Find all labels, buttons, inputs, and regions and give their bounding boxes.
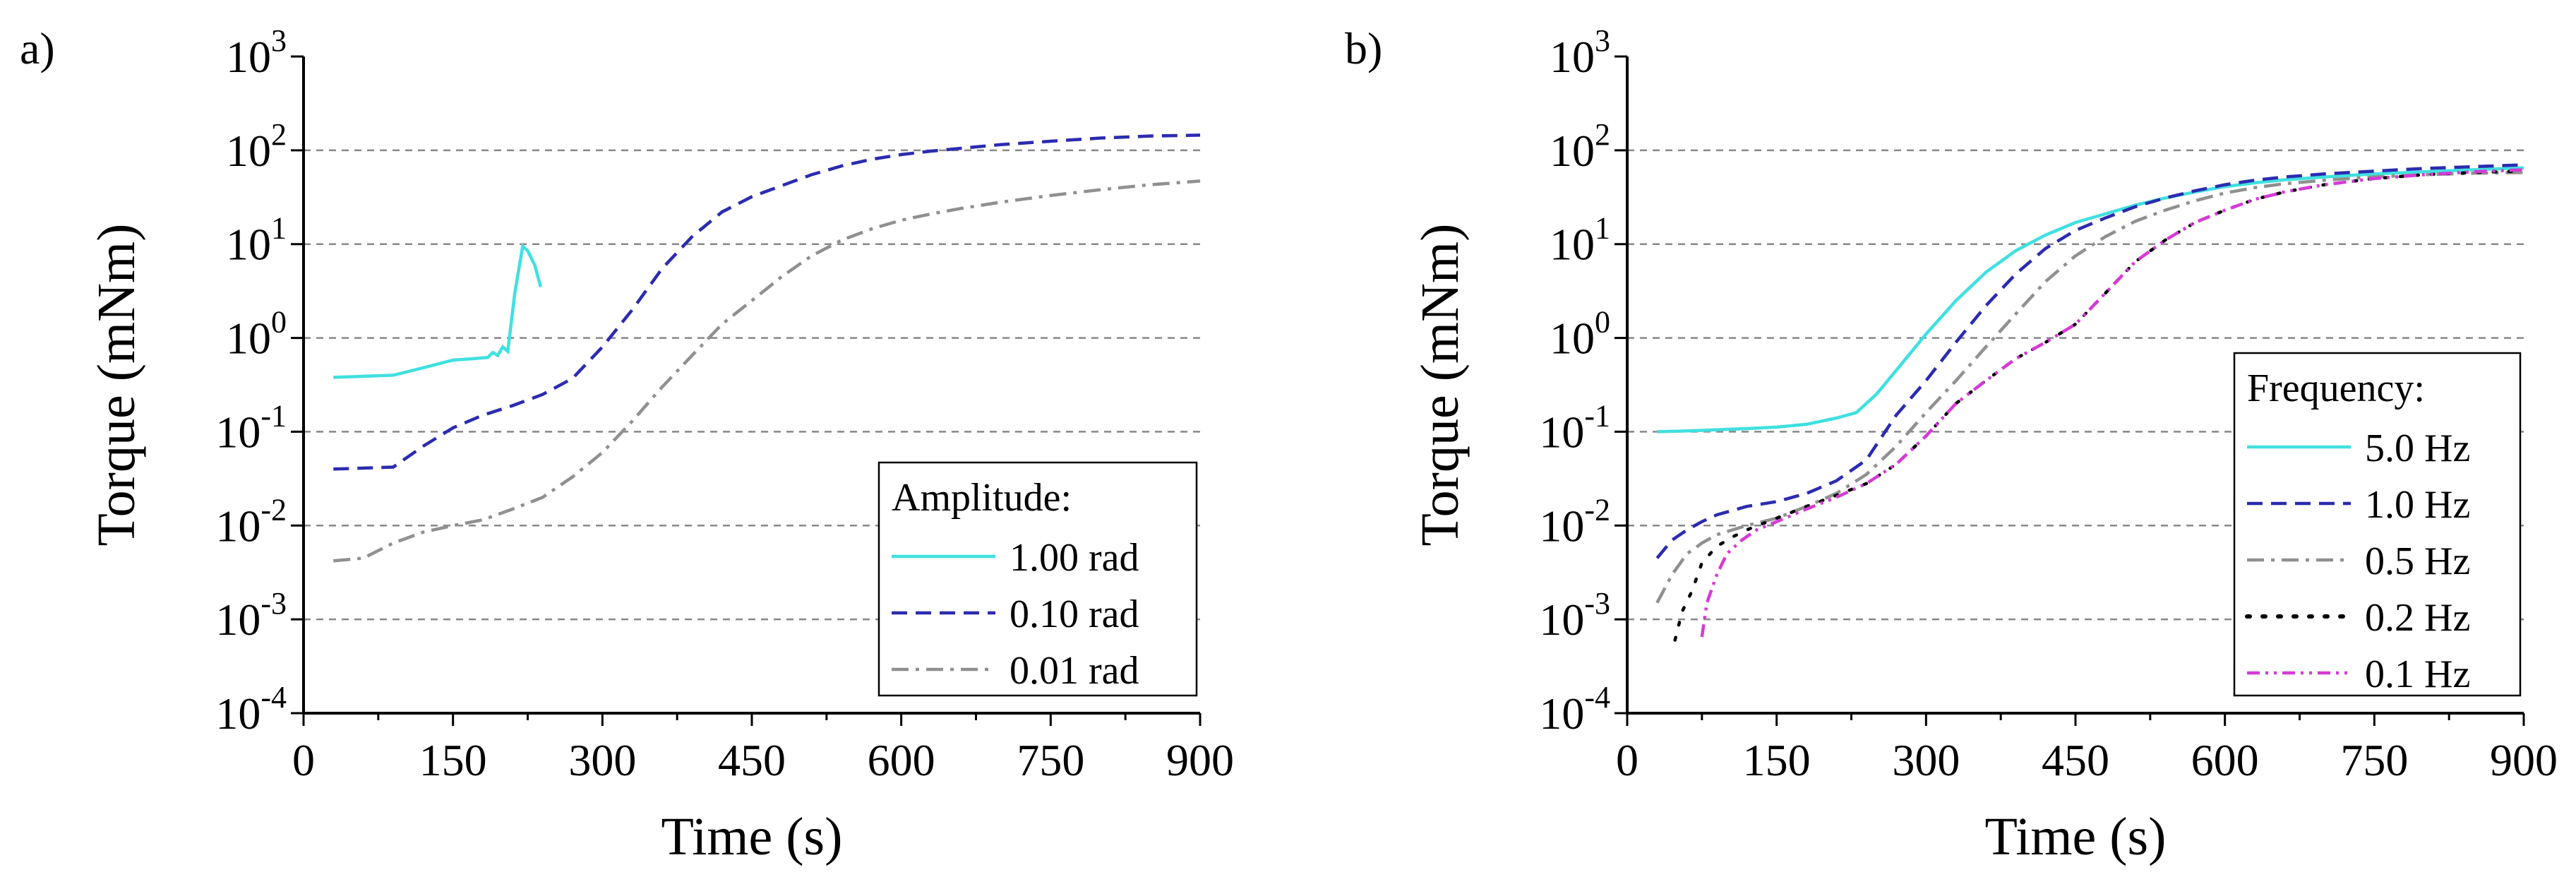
y-tick-label: 100	[226, 305, 287, 364]
legend-label: 0.01 rad	[1010, 649, 1139, 693]
x-tick-label: 150	[1743, 735, 1811, 785]
y-tick-label: 10-3	[215, 586, 287, 645]
x-tick-label: 0	[292, 735, 315, 785]
y-tick-label: 10-4	[215, 680, 287, 739]
y-tick-label: 102	[226, 117, 287, 176]
legend-label: 0.1 Hz	[2365, 652, 2470, 696]
legend-title: Frequency:	[2247, 366, 2425, 410]
x-tick-label: 600	[2191, 735, 2259, 785]
legend-label: 0.5 Hz	[2365, 539, 2470, 583]
panel-label: b)	[1345, 23, 1382, 73]
x-tick-label: 900	[2490, 735, 2558, 785]
x-tick-label: 900	[1166, 735, 1234, 785]
y-tick-label: 10-2	[215, 492, 287, 551]
legend-title: Amplitude:	[892, 476, 1072, 520]
legend-label: 1.00 rad	[1010, 536, 1139, 580]
x-tick-label: 450	[2042, 735, 2109, 785]
x-tick-label: 150	[419, 735, 487, 785]
y-tick-label: 100	[1550, 305, 1610, 364]
y-tick-label: 101	[226, 211, 287, 270]
series-line-0-01-rad	[333, 179, 1201, 563]
y-axis-title: Torque (mNm)	[87, 224, 146, 547]
x-tick-label: 300	[568, 735, 636, 785]
y-tick-label: 10-2	[1539, 492, 1610, 551]
series-line-0-10-rad	[333, 133, 1201, 471]
legend-label: 0.2 Hz	[2365, 596, 2470, 640]
legend-label: 0.10 rad	[1010, 592, 1139, 636]
series-line-1-00-rad	[333, 243, 542, 379]
series-line-1-0-hz	[1655, 163, 2524, 559]
legend: Amplitude: 1.00 rad 0.10 rad 0.01 rad	[877, 461, 1198, 697]
chart-panel-a: a) 0 150 300 450 600 750 900 10-4 10-3 10-2 10-1 100…	[20, 23, 1234, 866]
x-tick-label: 600	[868, 735, 935, 785]
legend-label: 5.0 Hz	[2365, 426, 2470, 470]
y-tick-label: 101	[1550, 211, 1610, 270]
panel-label: a)	[20, 23, 55, 73]
y-tick-label: 103	[226, 23, 287, 82]
chart-panel-b: b) 0 150 300 450 600 750 900 10-4 10-3 10-2 10-1 100…	[1345, 23, 2558, 866]
y-tick-label: 10-3	[1539, 586, 1610, 645]
legend: Frequency: 5.0 Hz 1.0 Hz 0.5 Hz 0.2 Hz 0.1 Hz	[2233, 352, 2522, 697]
series-line-5-0-hz	[1657, 166, 2524, 434]
y-tick-label: 10-4	[1539, 680, 1610, 739]
legend-box	[2233, 352, 2522, 697]
x-tick-label: 300	[1892, 735, 1960, 785]
x-tick-label: 750	[2340, 735, 2408, 785]
x-tick-label: 450	[718, 735, 786, 785]
legend-box	[877, 461, 1198, 697]
x-tick-label: 0	[1616, 735, 1639, 785]
y-axis-title: Torque (mNm)	[1410, 224, 1470, 547]
series-line-0-5-hz	[1655, 171, 2524, 604]
legend-label: 1.0 Hz	[2365, 483, 2470, 527]
x-tick-label: 750	[1017, 735, 1084, 785]
x-axis-title: Time (s)	[1985, 807, 2167, 866]
y-tick-label: 102	[1550, 117, 1610, 176]
x-axis-title: Time (s)	[661, 807, 843, 866]
y-tick-label: 10-1	[1539, 398, 1610, 457]
y-tick-label: 103	[1550, 23, 1610, 82]
y-tick-label: 10-1	[215, 398, 287, 457]
